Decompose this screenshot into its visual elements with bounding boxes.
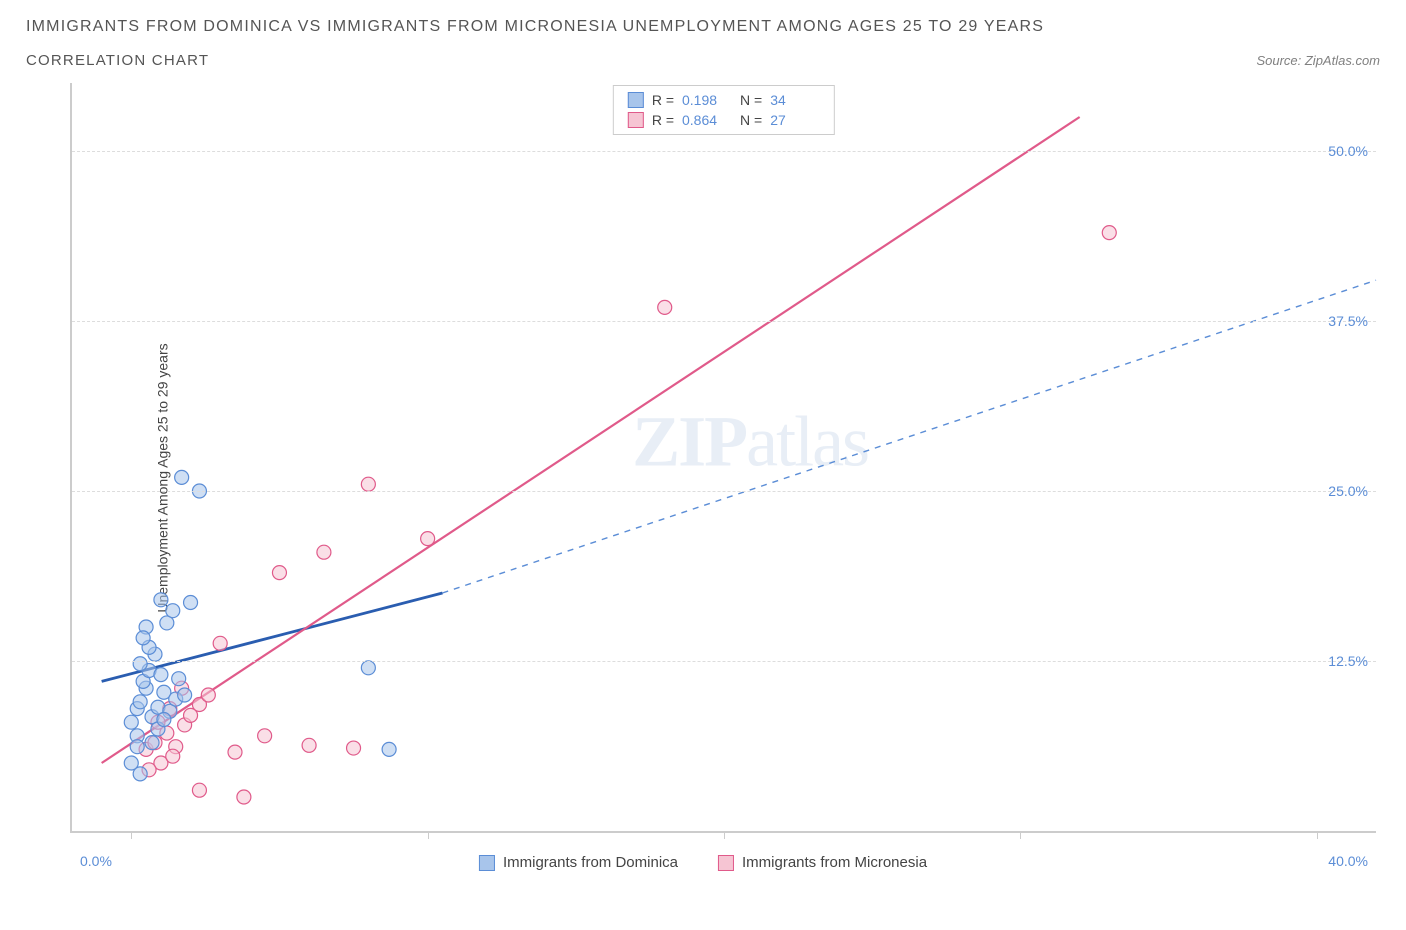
r-value-1: 0.198 bbox=[682, 92, 732, 108]
scatter-point bbox=[130, 740, 144, 754]
scatter-point bbox=[136, 631, 150, 645]
x-tick bbox=[1020, 831, 1021, 839]
scatter-point bbox=[124, 756, 138, 770]
scatter-point bbox=[302, 738, 316, 752]
scatter-point bbox=[347, 741, 361, 755]
legend-stats-box: R = 0.198 N = 34 R = 0.864 N = 27 bbox=[613, 85, 835, 135]
n-value-1: 34 bbox=[770, 92, 820, 108]
x-tick-label-max: 40.0% bbox=[1328, 853, 1368, 869]
scatter-point bbox=[192, 783, 206, 797]
scatter-point bbox=[361, 661, 375, 675]
swatch-series-2 bbox=[628, 112, 644, 128]
scatter-point bbox=[166, 749, 180, 763]
legend-stats-row-1: R = 0.198 N = 34 bbox=[614, 90, 834, 110]
x-tick bbox=[428, 831, 429, 839]
trend-line-1-dash bbox=[442, 280, 1376, 593]
trend-line-2 bbox=[102, 117, 1080, 763]
title-area: IMMIGRANTS FROM DOMINICA VS IMMIGRANTS F… bbox=[10, 10, 1396, 73]
scatter-point bbox=[184, 596, 198, 610]
scatter-point bbox=[382, 742, 396, 756]
legend-item-2: Immigrants from Micronesia bbox=[718, 854, 927, 871]
scatter-point bbox=[258, 729, 272, 743]
scatter-point bbox=[124, 715, 138, 729]
scatter-point bbox=[175, 470, 189, 484]
n-label-2: N = bbox=[740, 112, 762, 128]
scatter-point bbox=[133, 695, 147, 709]
scatter-point bbox=[154, 668, 168, 682]
plot-svg bbox=[72, 83, 1376, 831]
r-label: R = bbox=[652, 92, 674, 108]
series-2-name: Immigrants from Micronesia bbox=[742, 854, 927, 871]
scatter-point bbox=[178, 688, 192, 702]
series-1-name: Immigrants from Dominica bbox=[503, 854, 678, 871]
scatter-point bbox=[213, 636, 227, 650]
y-tick-label: 37.5% bbox=[1328, 313, 1368, 329]
y-tick-label: 25.0% bbox=[1328, 483, 1368, 499]
y-tick-label: 12.5% bbox=[1328, 653, 1368, 669]
scatter-point bbox=[272, 566, 286, 580]
r-label-2: R = bbox=[652, 112, 674, 128]
scatter-point bbox=[157, 712, 171, 726]
scatter-point bbox=[237, 790, 251, 804]
gridline bbox=[72, 151, 1376, 152]
x-tick bbox=[724, 831, 725, 839]
subtitle-row: CORRELATION CHART Source: ZipAtlas.com bbox=[26, 52, 1380, 69]
swatch-series-1b bbox=[479, 855, 495, 871]
scatter-point bbox=[172, 672, 186, 686]
scatter-point bbox=[1102, 226, 1116, 240]
scatter-point bbox=[361, 477, 375, 491]
scatter-point bbox=[658, 300, 672, 314]
gridline bbox=[72, 321, 1376, 322]
scatter-point bbox=[154, 593, 168, 607]
scatter-point bbox=[166, 604, 180, 618]
n-value-2: 27 bbox=[770, 112, 820, 128]
scatter-point bbox=[317, 545, 331, 559]
swatch-series-1 bbox=[628, 92, 644, 108]
chart-subtitle: CORRELATION CHART bbox=[26, 52, 209, 69]
legend-stats-row-2: R = 0.864 N = 27 bbox=[614, 110, 834, 130]
scatter-point bbox=[228, 745, 242, 759]
r-value-2: 0.864 bbox=[682, 112, 732, 128]
x-tick bbox=[131, 831, 132, 839]
plot-wrapper: Unemployment Among Ages 25 to 29 years Z… bbox=[10, 73, 1396, 883]
legend-item-1: Immigrants from Dominica bbox=[479, 854, 678, 871]
scatter-point bbox=[201, 688, 215, 702]
correlation-chart: IMMIGRANTS FROM DOMINICA VS IMMIGRANTS F… bbox=[10, 10, 1396, 883]
swatch-series-2b bbox=[718, 855, 734, 871]
legend-series: Immigrants from Dominica Immigrants from… bbox=[479, 854, 927, 871]
chart-title: IMMIGRANTS FROM DOMINICA VS IMMIGRANTS F… bbox=[26, 18, 1380, 36]
plot-area: ZIPatlas R = 0.198 N = 34 R = 0.864 N = … bbox=[70, 83, 1376, 833]
scatter-point bbox=[145, 736, 159, 750]
n-label: N = bbox=[740, 92, 762, 108]
x-tick-label-min: 0.0% bbox=[80, 853, 112, 869]
source-attribution: Source: ZipAtlas.com bbox=[1256, 53, 1380, 68]
x-tick bbox=[1317, 831, 1318, 839]
gridline bbox=[72, 661, 1376, 662]
scatter-point bbox=[421, 532, 435, 546]
gridline bbox=[72, 491, 1376, 492]
scatter-point bbox=[133, 657, 147, 671]
y-tick-label: 50.0% bbox=[1328, 143, 1368, 159]
